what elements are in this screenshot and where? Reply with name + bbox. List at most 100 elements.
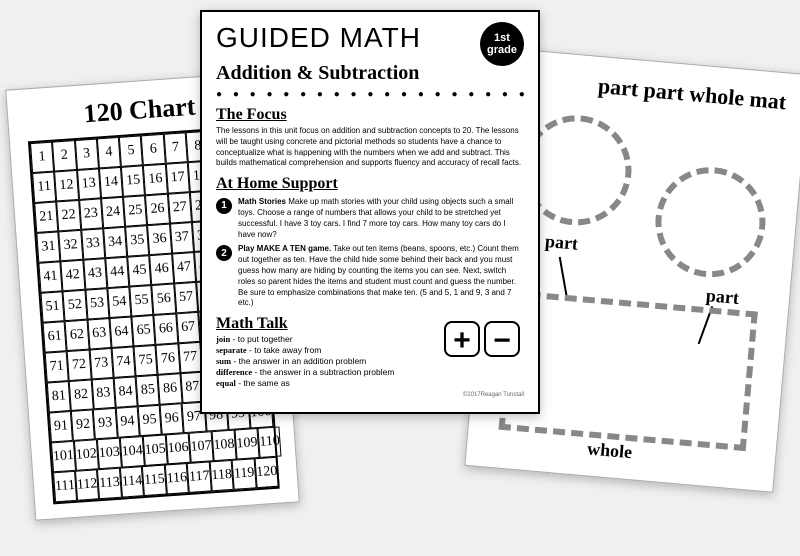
- math-icons: + −: [444, 321, 520, 357]
- chart-cell: 55: [129, 285, 153, 316]
- chart-cell: 31: [36, 231, 60, 262]
- connector-line: [559, 257, 568, 297]
- chart-cell: 107: [189, 431, 214, 463]
- chart-cell: 118: [210, 460, 235, 491]
- chart-cell: 82: [69, 379, 93, 410]
- chart-cell: 116: [165, 463, 190, 494]
- talk-term: sum - the answer in an addition problem: [216, 356, 524, 366]
- chart-cell: 21: [34, 201, 58, 232]
- chart-cell: 26: [145, 194, 169, 225]
- chart-cell: 103: [97, 438, 122, 470]
- chart-cell: 37: [170, 222, 194, 253]
- guided-math-page: GUIDED MATH 1st grade Addition & Subtrac…: [200, 10, 540, 414]
- part-circle-right: [651, 163, 770, 282]
- plus-icon: +: [444, 321, 480, 357]
- chart-cell: 35: [125, 225, 149, 256]
- ppw-title: part part whole mat: [518, 66, 787, 115]
- chart-cell: 67: [176, 312, 200, 343]
- chart-cell: 32: [59, 230, 83, 261]
- chart-cell: 57: [174, 282, 198, 313]
- chart-cell: 56: [152, 283, 176, 314]
- minus-icon: −: [484, 321, 520, 357]
- chart-cell: 52: [63, 290, 87, 321]
- chart-cell: 117: [187, 461, 212, 492]
- chart-cell: 11: [32, 172, 56, 203]
- number-badge: 2: [216, 245, 232, 261]
- chart-cell: 12: [54, 170, 78, 201]
- divider-dots: ● ● ● ● ● ● ● ● ● ● ● ● ● ● ● ● ● ● ● ● …: [216, 89, 524, 100]
- main-header: GUIDED MATH 1st grade: [216, 22, 524, 66]
- chart-cell: 71: [45, 351, 69, 382]
- chart-cell: 13: [77, 168, 101, 199]
- talk-term: equal - the same as: [216, 378, 524, 388]
- chart-cell: 33: [81, 228, 105, 259]
- chart-cell: 17: [166, 162, 190, 193]
- chart-cell: 105: [143, 434, 168, 466]
- chart-cell: 81: [47, 381, 71, 412]
- chart-cell: 46: [150, 254, 174, 285]
- chart-cell: 84: [114, 376, 138, 407]
- chart-cell: 92: [71, 409, 95, 440]
- chart-cell: 74: [111, 346, 135, 377]
- chart-cell: 110: [257, 426, 282, 457]
- athome-list: 1 Math Stories Make up math stories with …: [216, 197, 524, 309]
- chart-cell: 14: [99, 167, 123, 198]
- chart-cell: 45: [127, 255, 151, 286]
- chart-cell: 96: [160, 403, 184, 434]
- focus-text: The lessons in this unit focus on additi…: [216, 126, 524, 169]
- chart-cell: 5: [119, 135, 143, 166]
- chart-cell: 114: [120, 466, 145, 497]
- chart-cell: 64: [109, 317, 133, 348]
- chart-cell: 22: [56, 200, 80, 231]
- chart-cell: 47: [172, 252, 196, 283]
- chart-cell: 108: [212, 430, 237, 462]
- athome-heading: At Home Support: [216, 175, 524, 193]
- athome-item: 1 Math Stories Make up math stories with …: [216, 197, 524, 240]
- chart-cell: 6: [141, 134, 165, 165]
- chart-cell: 72: [67, 350, 91, 381]
- chart-cell: 44: [105, 257, 129, 288]
- chart-cell: 115: [142, 465, 167, 496]
- chart-cell: 112: [75, 469, 100, 500]
- athome-text: Math Stories Make up math stories with y…: [238, 197, 513, 238]
- chart-cell: 83: [91, 378, 115, 409]
- chart-cell: 7: [163, 132, 187, 163]
- grade-badge: 1st grade: [480, 22, 524, 66]
- part-label-left: part: [544, 231, 579, 255]
- chart-cell: 51: [41, 291, 65, 322]
- chart-cell: 54: [107, 287, 131, 318]
- chart-cell: 41: [38, 261, 62, 292]
- chart-cell: 75: [134, 345, 158, 376]
- math-talk-section: Math Talk + − join - to put togethersepa…: [216, 315, 524, 388]
- chart-cell: 53: [85, 288, 109, 319]
- copyright: ©2017Reagan Tunstall: [216, 392, 524, 398]
- chart-cell: 102: [74, 439, 99, 471]
- chart-cell: 4: [97, 137, 121, 168]
- number-badge: 1: [216, 198, 232, 214]
- chart-cell: 63: [87, 318, 111, 349]
- chart-cell: 23: [79, 198, 103, 229]
- chart-cell: 24: [101, 197, 125, 228]
- chart-cell: 85: [136, 375, 160, 406]
- chart-cell: 25: [123, 195, 147, 226]
- chart-cell: 101: [51, 441, 76, 473]
- chart-cell: 62: [65, 320, 89, 351]
- chart-cell: 3: [75, 139, 99, 170]
- chart-cell: 104: [120, 436, 145, 468]
- chart-cell: 109: [235, 428, 260, 460]
- chart-cell: 34: [103, 227, 127, 258]
- grade-bottom: grade: [487, 44, 517, 56]
- chart-cell: 73: [89, 348, 113, 379]
- chart-cell: 120: [254, 457, 279, 489]
- athome-item: 2Play MAKE A TEN game. Take out ten item…: [216, 244, 524, 309]
- chart-cell: 113: [97, 468, 122, 499]
- main-subtitle: Addition & Subtraction: [216, 62, 524, 85]
- chart-cell: 65: [132, 315, 156, 346]
- chart-cell: 93: [93, 408, 117, 439]
- chart-cell: 16: [143, 164, 167, 195]
- chart-cell: 86: [158, 373, 182, 404]
- focus-heading: The Focus: [216, 106, 524, 124]
- chart-cell: 94: [115, 406, 139, 437]
- chart-cell: 119: [232, 458, 257, 489]
- chart-cell: 43: [83, 258, 107, 289]
